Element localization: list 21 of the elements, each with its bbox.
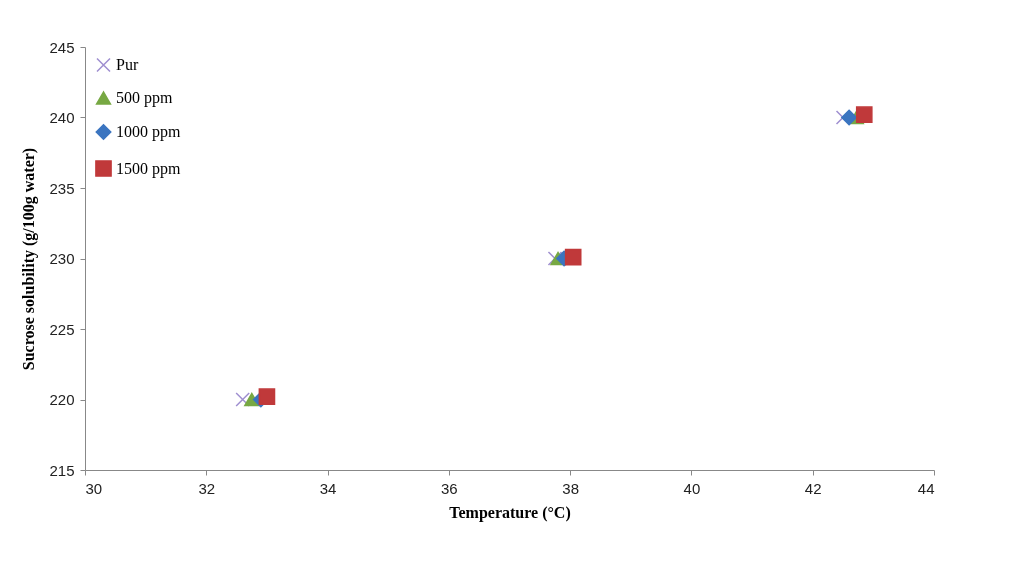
y-tick-label: 220 (49, 391, 75, 408)
x-tick-label: 30 (85, 479, 103, 497)
x-tick-label: 42 (804, 479, 822, 497)
y-tick-label: 230 (49, 250, 75, 267)
y-tick-label: 225 (49, 320, 75, 338)
legend-label: 1000 ppm (116, 123, 181, 141)
legend-label: 1500 ppm (116, 159, 181, 178)
x-axis-title: Temperature (°C) (449, 503, 571, 522)
x-tick-label: 36 (441, 479, 458, 497)
x-tick-label: 34 (319, 479, 337, 497)
x-tick-label: 38 (562, 479, 579, 497)
y-tick-label: 215 (49, 461, 75, 479)
x-tick-label: 40 (683, 479, 701, 497)
y-axis-title: Sucrose solubility (g/100g water) (20, 147, 39, 371)
y-tick-label: 235 (49, 179, 75, 197)
legend-label: 500 ppm (116, 89, 173, 107)
y-tick-label: 245 (49, 38, 75, 56)
x-tick-label: 44 (917, 479, 935, 497)
legend-label: Pur (116, 56, 139, 73)
y-tick-label: 240 (49, 109, 75, 126)
x-tick-label: 32 (198, 479, 216, 497)
